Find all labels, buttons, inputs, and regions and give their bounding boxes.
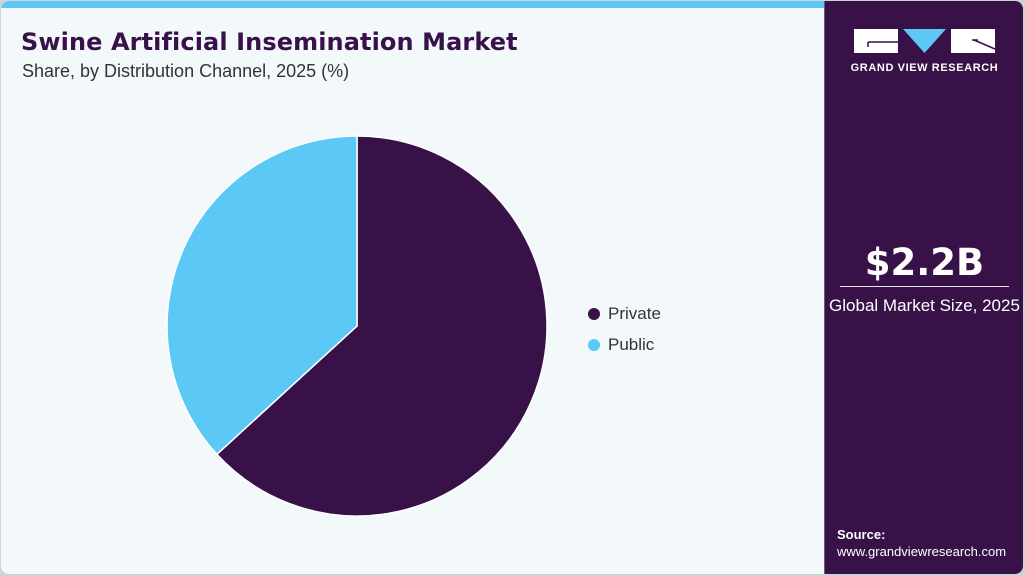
legend-dot-private <box>588 307 600 320</box>
legend-item-public: Public <box>588 329 661 360</box>
source-link[interactable]: www.grandviewresearch.com <box>837 544 1007 559</box>
chart-subtitle: Share, by Distribution Channel, 2025 (%) <box>22 61 350 81</box>
legend-label: Public <box>608 334 655 354</box>
legend-dot-public <box>588 338 600 351</box>
pie-chart <box>166 135 548 517</box>
source-label: Source: <box>837 527 886 542</box>
accent-bar <box>1 1 824 8</box>
legend-label: Private <box>608 303 661 323</box>
brand-name: GRAND VIEW RESEARCH <box>850 62 999 74</box>
pie-slice-public <box>166 135 358 456</box>
divider <box>840 286 1009 287</box>
source-block: Source: www.grandviewresearch.com <box>837 526 1006 560</box>
market-size-label: Global Market Size, 2025 <box>829 296 1020 315</box>
chart-title: Swine Artificial Insemination Market <box>21 28 518 56</box>
market-size-value: $2.2B <box>864 241 985 284</box>
gvr-logo-icon <box>854 29 996 53</box>
legend-item-private: Private <box>588 298 661 329</box>
pie-slice-private <box>215 135 548 517</box>
legend: Private Public <box>588 298 661 360</box>
sidebar-panel: GRAND VIEW RESEARCH $2.2B Global Market … <box>824 1 1023 574</box>
